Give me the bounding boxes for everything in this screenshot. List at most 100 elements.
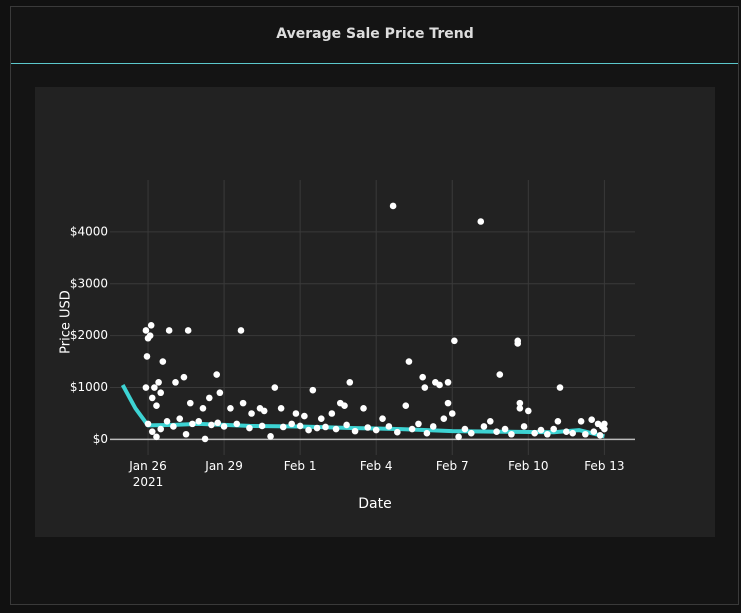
sale-point (146, 332, 154, 339)
sale-point (195, 417, 203, 425)
sale-point (279, 423, 287, 431)
sale-point (332, 425, 340, 433)
sale-point (343, 421, 350, 429)
sale-point (569, 429, 576, 437)
sale-point (444, 399, 452, 407)
x-tick-label: Feb 7 (435, 459, 469, 473)
sale-point (214, 419, 222, 427)
sale-point (493, 428, 500, 435)
sale-point (520, 423, 528, 430)
sale-point (577, 417, 585, 425)
sale-point (267, 433, 274, 440)
sale-point (537, 426, 545, 434)
sale-point (147, 321, 155, 329)
card-title: Average Sale Price Trend (276, 26, 473, 42)
sale-point (429, 423, 437, 430)
sale-point (309, 386, 317, 394)
sale-point (436, 381, 443, 389)
x-tick-label: Jan 26 2021 (129, 459, 167, 489)
sale-point (227, 405, 234, 412)
sale-point (144, 420, 152, 428)
sale-point (296, 422, 304, 430)
sale-point (419, 373, 426, 381)
sale-point (157, 425, 165, 433)
sale-point (448, 410, 456, 417)
sale-point (455, 433, 462, 441)
sale-point (148, 394, 156, 402)
sale-point (155, 379, 162, 386)
sale-point (246, 424, 253, 432)
sale-point (467, 429, 475, 437)
sale-point (153, 402, 160, 410)
x-tick-label: Feb 10 (508, 459, 549, 473)
x-tick-label: Jan 29 (205, 459, 243, 473)
sale-point (148, 428, 156, 435)
sale-point (239, 399, 247, 407)
sale-point (142, 327, 150, 334)
sale-point (233, 420, 241, 428)
x-tick-label: Feb 1 (283, 459, 317, 473)
sale-point (440, 415, 448, 422)
sale-point (213, 371, 220, 378)
sale-point (501, 425, 509, 433)
sale-point (596, 431, 604, 439)
sale-point (405, 358, 413, 365)
x-tick-label: Feb 4 (359, 459, 393, 473)
sale-point (444, 379, 452, 386)
sale-point (159, 358, 167, 365)
sale-point (514, 340, 522, 347)
sale-point (601, 425, 608, 433)
sale-point (180, 373, 188, 381)
sale-point (461, 425, 469, 433)
sale-point (271, 384, 279, 391)
sale-point (516, 399, 524, 407)
sale-point (601, 420, 608, 428)
sale-point (480, 423, 488, 430)
sale-point (556, 384, 564, 391)
x-tick-label: Feb 13 (584, 459, 625, 473)
y-tick-label: $0 (93, 432, 108, 446)
sale-point (346, 379, 354, 386)
sale-point (351, 427, 359, 435)
sale-point (590, 428, 598, 435)
sale-point (220, 423, 228, 430)
sale-point (525, 407, 532, 415)
sale-point (328, 410, 336, 417)
sale-point (544, 430, 551, 438)
sale-point (364, 424, 372, 431)
sale-point (186, 399, 194, 407)
sale-point (477, 218, 485, 225)
sale-point (496, 371, 504, 378)
sale-point (402, 402, 410, 410)
sale-point (260, 407, 268, 415)
sale-point (582, 430, 589, 438)
sale-point (317, 415, 325, 422)
sale-point (389, 202, 397, 210)
sale-point (172, 379, 179, 386)
sale-point (341, 402, 348, 410)
sale-point (201, 435, 209, 443)
sale-point (421, 384, 429, 391)
sale-point (237, 327, 245, 334)
sale-point (372, 426, 380, 434)
sale-point (153, 433, 160, 441)
sale-point (157, 389, 165, 397)
sale-point (423, 429, 431, 437)
sale-point (588, 416, 595, 424)
sale-point (248, 410, 255, 417)
sale-point (277, 405, 285, 412)
sale-point (199, 405, 207, 412)
sale-point (163, 417, 171, 425)
y-tick-label: $2000 (70, 328, 108, 342)
sale-point (360, 405, 367, 412)
y-tick-label: $1000 (70, 380, 108, 394)
sale-point (151, 384, 158, 391)
sale-point (182, 430, 190, 438)
sale-point (184, 327, 192, 334)
sale-point (288, 420, 295, 428)
sale-point (550, 425, 557, 433)
sale-point (292, 410, 300, 417)
sale-point (216, 389, 224, 397)
